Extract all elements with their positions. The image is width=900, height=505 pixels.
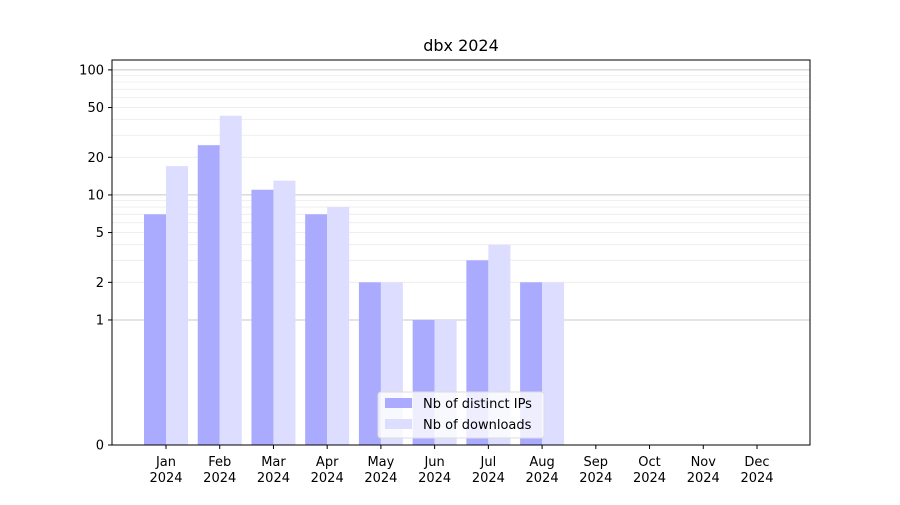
bar-nb-of-downloads [542,282,565,445]
x-tick-label-month: Nov [691,455,717,470]
y-tick-label: 100 [79,63,104,78]
x-tick-label-year: 2024 [364,471,397,486]
y-tick-label: 0 [96,439,104,454]
legend-label: Nb of distinct IPs [423,397,532,412]
bar-nb-of-downloads [273,180,296,445]
bar-nb-of-downloads [219,115,242,445]
y-tick-label: 20 [87,151,104,166]
plot-frame [111,59,811,446]
bar-nb-of-downloads [166,166,188,445]
bar-nb-of-distinct-ips [305,214,328,445]
x-axis: Jan2024Feb2024Mar2024Apr2024May2024Jun20… [149,445,774,486]
x-tick-label-month: May [367,455,394,470]
legend-box [377,391,545,439]
x-tick-label-month: Feb [208,455,231,470]
x-tick-label-month: Aug [529,455,554,470]
x-tick-label-month: Oct [638,455,660,470]
x-tick-label-month: Sep [584,455,609,470]
x-tick-label-year: 2024 [203,471,236,486]
y-tick-label: 10 [87,188,104,203]
x-tick-label-year: 2024 [311,471,344,486]
x-tick-label-month: Jun [423,455,444,470]
x-tick-label-year: 2024 [418,471,451,486]
x-tick-label-year: 2024 [472,471,505,486]
x-tick-label-year: 2024 [257,471,290,486]
x-tick-label-year: 2024 [633,471,666,486]
x-tick-label-year: 2024 [526,471,559,486]
bar-nb-of-distinct-ips [144,214,166,445]
legend-swatch [385,419,412,429]
x-tick-label-month: Mar [261,455,286,470]
y-tick-label: 2 [96,276,104,291]
bar-nb-of-distinct-ips [358,282,381,445]
x-tick-label-year: 2024 [149,471,182,486]
bar-nb-of-distinct-ips [251,189,274,445]
x-tick-label-month: Apr [316,455,339,470]
x-tick-label-year: 2024 [687,471,720,486]
x-tick-label-month: Dec [744,455,769,470]
y-tick-label: 1 [96,313,104,328]
x-tick-label-month: Jan [155,455,176,470]
y-tick-label: 50 [87,101,104,116]
legend-swatch [385,398,412,408]
x-tick-label-year: 2024 [579,471,612,486]
x-tick-label-month: Jul [480,455,497,470]
legend-label: Nb of downloads [423,418,532,433]
chart-title: dbx 2024 [423,36,499,55]
x-tick-label-year: 2024 [740,471,773,486]
y-tick-label: 5 [96,226,104,241]
y-axis: 0 1 2 5 10 20 50 100 [79,63,112,454]
bar-nb-of-distinct-ips [197,145,220,445]
bar-nb-of-downloads [327,207,350,445]
legend: Nb of distinct IPs Nb of downloads [377,391,545,439]
